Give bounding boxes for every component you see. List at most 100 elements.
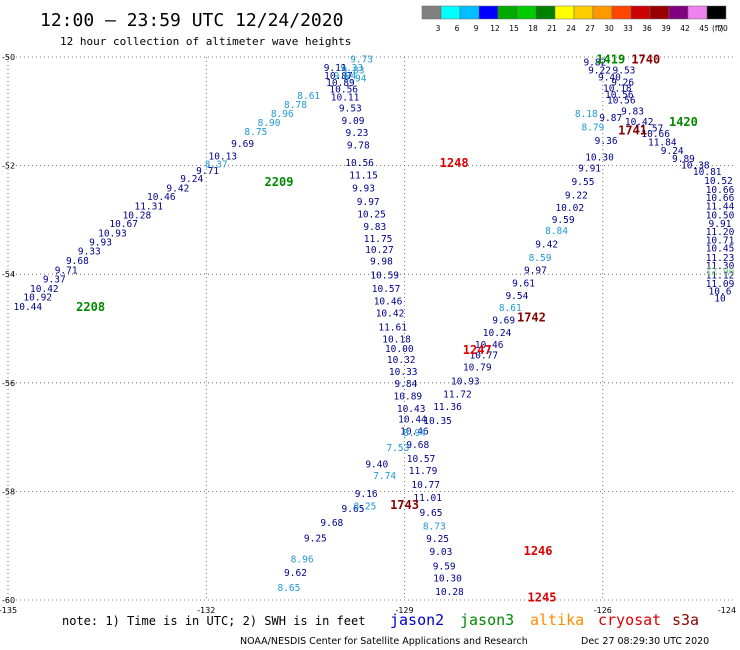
scale-label: 70	[718, 24, 728, 33]
swh-value: 10.56	[607, 95, 636, 106]
swh-value: 11.61	[378, 322, 407, 333]
swh-value: 10.42	[625, 117, 654, 128]
swh-value: 10.89	[394, 391, 423, 402]
scale-label: 39	[661, 24, 671, 33]
swh-value: 10.28	[123, 211, 152, 222]
swh-value: 10.33	[389, 367, 418, 378]
swh-value: 10.77	[470, 351, 499, 362]
pass-time-label: 1248	[440, 156, 469, 170]
y-tick-label: -56	[2, 379, 15, 388]
swh-value: 10.93	[98, 228, 127, 239]
swh-value: 9.69	[492, 315, 515, 326]
pass-time-label: 1246	[524, 544, 553, 558]
scale-label: 6	[455, 24, 460, 33]
scale-swatch	[535, 5, 556, 20]
swh-value: 9.68	[66, 256, 89, 267]
swh-value: 10.02	[555, 203, 584, 214]
swh-value: 11.36	[433, 402, 462, 413]
swh-value: 10.42	[376, 308, 405, 319]
swh-value: 10.6	[709, 287, 732, 298]
swh-value: 9.83	[621, 106, 644, 117]
swh-value: 9.53	[613, 66, 636, 77]
swh-value: 10.66	[706, 185, 735, 196]
pass-time-label: 1741	[618, 123, 647, 137]
scale-swatch	[649, 5, 670, 20]
swh-value: 9.94	[334, 71, 357, 82]
y-tick-label: -50	[2, 53, 15, 62]
swh-value: 9.68	[320, 518, 343, 529]
pass-time-label: 1247	[463, 343, 492, 357]
swh-value: 10.45	[706, 244, 735, 255]
pass-time-label: 1740	[631, 53, 660, 67]
axis-tick-labels: -50-52-54-56-58-60-135-132-129-126-123-1…	[0, 53, 736, 615]
chart-subtitle: 12 hour collection of altimeter wave hei…	[60, 35, 351, 48]
swh-value: 8.25	[353, 502, 376, 513]
x-tick-label: -124	[718, 606, 736, 615]
swh-value: 11.57	[635, 124, 664, 135]
legend-jason2: jason2	[390, 611, 444, 629]
swh-value: 10.28	[435, 587, 464, 598]
swh-value: 10.77	[411, 480, 440, 491]
credit-text: NOAA/NESDIS Center for Satellite Applica…	[240, 636, 528, 647]
swh-value: 9.91	[578, 163, 601, 174]
swh-value: 11.12	[706, 270, 735, 281]
swh-value: 8.79	[581, 123, 604, 134]
swh-value: 10.79	[463, 363, 492, 374]
swh-value: 8.90	[258, 118, 281, 129]
scale-swatch	[592, 5, 613, 20]
swh-value: 8.75	[244, 127, 267, 138]
units-note: note: 1) Time is in UTC; 2) SWH is in fe…	[62, 614, 365, 628]
scale-swatch	[630, 5, 651, 20]
scale-swatch	[459, 5, 480, 20]
swh-value: 10.50	[706, 211, 735, 222]
swh-value: 9.87	[599, 113, 622, 124]
pass-time-label: 2209	[265, 175, 294, 189]
scale-label: 45	[699, 24, 709, 33]
swh-value: 9.82	[583, 57, 606, 68]
swh-value: 9.55	[572, 177, 595, 188]
swh-value: 8.65	[277, 583, 300, 594]
swh-value: 8.96	[291, 554, 314, 565]
scale-label: 27	[585, 24, 595, 33]
swh-value: 9.91	[709, 219, 732, 230]
swh-value: 10.71	[706, 236, 735, 247]
swh-value: 9.73	[350, 55, 373, 66]
swh-value: 10.66	[641, 129, 670, 140]
swh-value: 10.30	[585, 152, 614, 163]
swh-value: 11.15	[349, 170, 378, 181]
swh-value: 10.92	[23, 293, 52, 304]
chart-title: 12:00 – 23:59 UTC 12/24/2020	[40, 10, 343, 31]
swh-value: 9.59	[433, 561, 456, 572]
swh-value: 9.24	[180, 174, 203, 185]
scale-label: 42	[680, 24, 690, 33]
swh-value: 10.87	[324, 71, 353, 82]
swh-value: 9.84	[394, 379, 417, 390]
scale-label: 36	[642, 24, 652, 33]
swh-value: 11.30	[706, 261, 735, 272]
swh-value: 7.74	[373, 471, 396, 482]
swh-value: 10.93	[451, 377, 480, 388]
swh-value: 10.57	[372, 284, 401, 295]
swh-value: 9.36	[595, 136, 618, 147]
swh-value: 10.46	[374, 296, 403, 307]
swh-value: 10.59	[370, 270, 399, 281]
swh-value: 9.26	[611, 78, 634, 89]
swh-value: 9.83	[363, 222, 386, 233]
lat-lon-grid	[7, 56, 735, 601]
y-tick-label: -54	[2, 270, 15, 279]
scale-swatch	[668, 5, 689, 20]
x-tick-label: -132	[197, 606, 215, 615]
swh-value: 10.56	[345, 158, 374, 169]
swh-value: 9.11	[324, 63, 347, 74]
scale-label: 21	[547, 24, 557, 33]
y-tick-label: -52	[2, 162, 15, 171]
scale-label: 9	[474, 24, 479, 33]
scale-label: 30	[604, 24, 614, 33]
legend-jason3: jason3	[460, 611, 514, 629]
swh-value: 9.09	[342, 116, 365, 127]
swh-value: 10.44	[14, 302, 43, 313]
scale-swatch	[421, 5, 442, 20]
swh-value: 9.42	[535, 239, 558, 250]
scale-swatch	[687, 5, 708, 20]
